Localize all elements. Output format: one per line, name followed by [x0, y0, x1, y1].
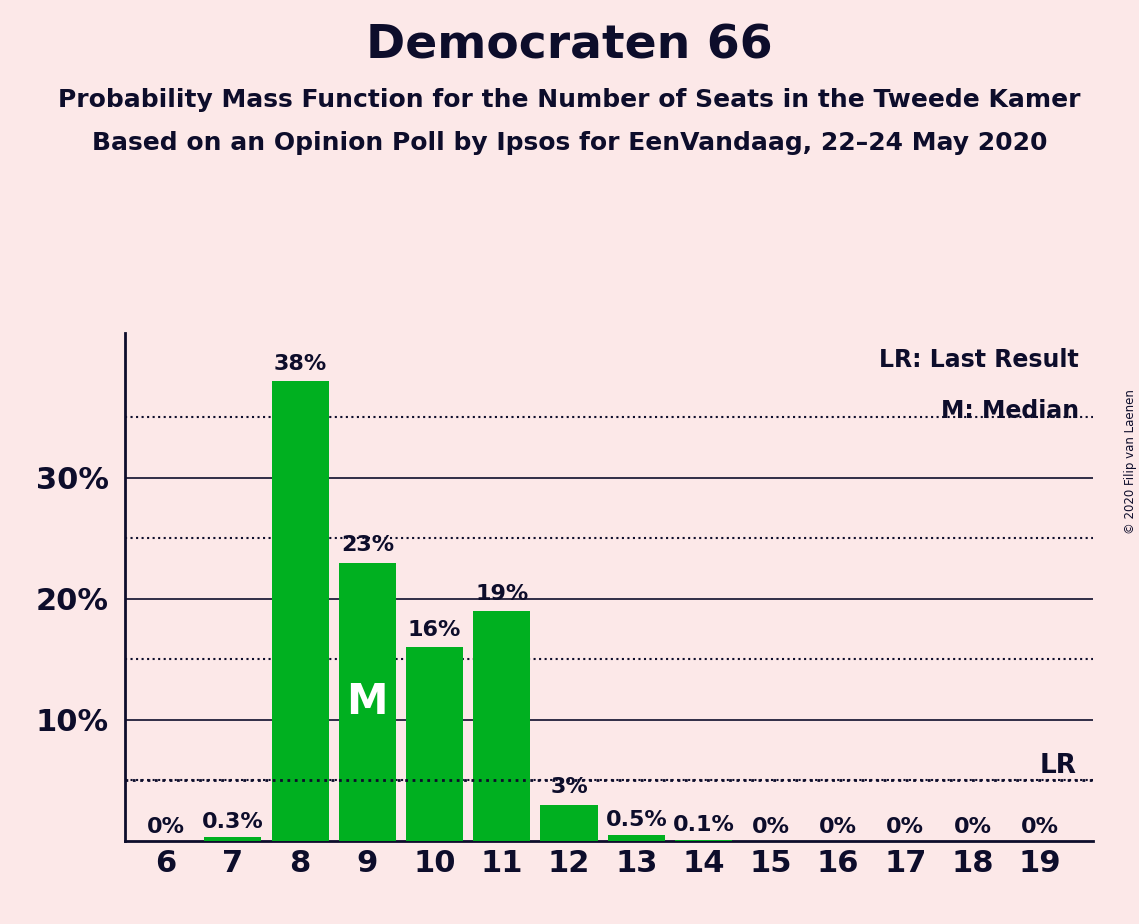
Text: 0%: 0% [886, 817, 924, 837]
Text: M: M [346, 681, 388, 723]
Text: 0.1%: 0.1% [672, 815, 735, 834]
Text: 23%: 23% [341, 535, 394, 555]
Text: Democraten 66: Democraten 66 [366, 23, 773, 68]
Bar [473, 611, 531, 841]
Bar [271, 381, 329, 841]
Bar [204, 837, 262, 841]
Text: 0%: 0% [147, 817, 185, 837]
Text: 0%: 0% [1021, 817, 1058, 837]
Text: LR: Last Result: LR: Last Result [879, 347, 1079, 371]
Text: 16%: 16% [408, 620, 461, 640]
Text: 3%: 3% [550, 777, 588, 797]
Text: 0%: 0% [752, 817, 789, 837]
Bar [540, 805, 598, 841]
Text: 0.5%: 0.5% [606, 810, 667, 830]
Bar [338, 563, 396, 841]
Text: M: Median: M: Median [941, 399, 1079, 422]
Text: 38%: 38% [273, 354, 327, 374]
Text: 19%: 19% [475, 584, 528, 603]
Bar [405, 647, 464, 841]
Text: 0.3%: 0.3% [202, 812, 264, 833]
Text: 0%: 0% [953, 817, 991, 837]
Text: Probability Mass Function for the Number of Seats in the Tweede Kamer: Probability Mass Function for the Number… [58, 88, 1081, 112]
Bar [608, 834, 665, 841]
Text: Based on an Opinion Poll by Ipsos for EenVandaag, 22–24 May 2020: Based on an Opinion Poll by Ipsos for Ee… [92, 131, 1047, 155]
Bar [675, 840, 732, 841]
Text: 0%: 0% [819, 817, 857, 837]
Text: © 2020 Filip van Laenen: © 2020 Filip van Laenen [1124, 390, 1137, 534]
Text: LR: LR [1040, 753, 1076, 779]
